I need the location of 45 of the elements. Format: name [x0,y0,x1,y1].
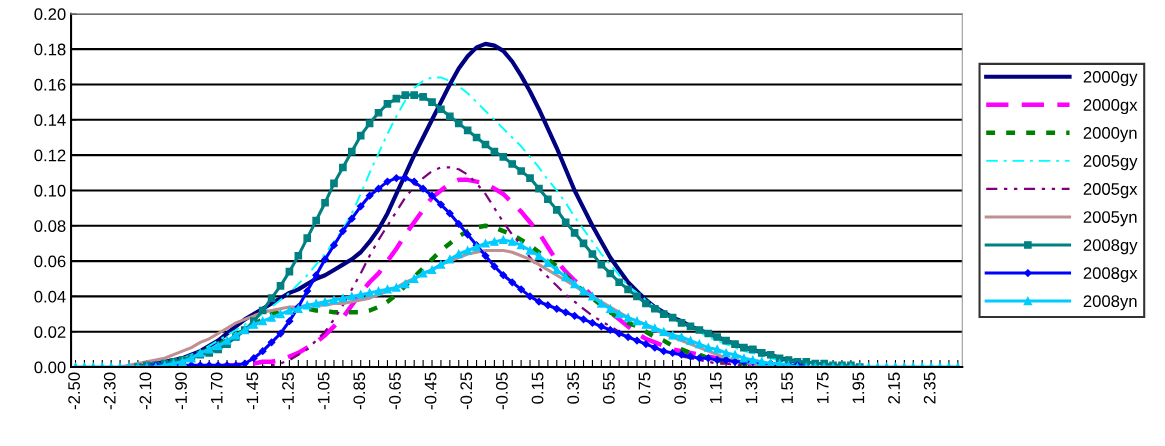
y-tick-label: 0.20 [34,8,66,21]
y-tick-label: 0.04 [34,290,66,303]
x-tick-label: -2.50 [68,372,80,410]
legend-label: 2008gy [1083,239,1138,255]
x-tick-label: 1.55 [781,372,793,404]
x-tick-label: 2.15 [888,372,900,404]
x-tick-label: -1.45 [246,372,259,410]
x-tick-label: -2.30 [103,372,116,410]
y-tick-label: 0.10 [34,184,66,197]
legend-label: 2008yn [1083,295,1137,311]
legend-label: 2000gx [1083,99,1138,115]
x-tick-label: -1.90 [175,372,187,410]
legend-label: 2008gx [1083,267,1138,283]
x-tick-label: -0.25 [460,372,473,410]
y-tick-label: 0.14 [34,114,66,126]
x-tick-label: 0.95 [674,372,687,404]
x-tick-label: -1.70 [210,372,223,410]
legend-label: 2005gx [1083,183,1138,199]
y-tick-label: 0.00 [34,361,66,374]
y-tick-label: 0.06 [34,255,66,268]
x-tick-label: 0.15 [531,372,544,404]
x-tick-label: -1.25 [282,372,294,410]
x-tick-label: -0.65 [389,372,401,410]
x-tick-label: 1.95 [852,372,865,404]
x-tick-label: -1.05 [317,372,330,410]
y-tick-label: 0.08 [34,220,66,232]
x-tick-label: 0.55 [602,372,615,404]
x-tick-label: -2.10 [139,372,152,410]
y-tick-label: 0.02 [34,326,66,338]
x-tick-label: -0.85 [353,372,366,410]
x-tick-label: 1.75 [816,372,829,404]
x-tick-label: 0.75 [638,372,651,404]
legend-label: 2005yn [1083,211,1137,227]
legend-label: 2005gy [1083,155,1138,171]
y-tick-label: 0.18 [34,43,66,56]
y-tick-label: 0.16 [34,78,66,91]
x-tick-label: -0.45 [424,372,437,410]
legend-label: 2000yn [1083,127,1137,143]
x-tick-label: 1.35 [745,372,758,404]
x-tick-label: 0.35 [567,372,580,404]
x-tick-label: -0.05 [495,372,508,410]
x-tick-label: 1.15 [710,372,722,404]
x-tick-label: 2.35 [923,372,936,404]
y-tick-label: 0.12 [34,149,66,162]
legend-label: 2000gy [1083,70,1138,87]
